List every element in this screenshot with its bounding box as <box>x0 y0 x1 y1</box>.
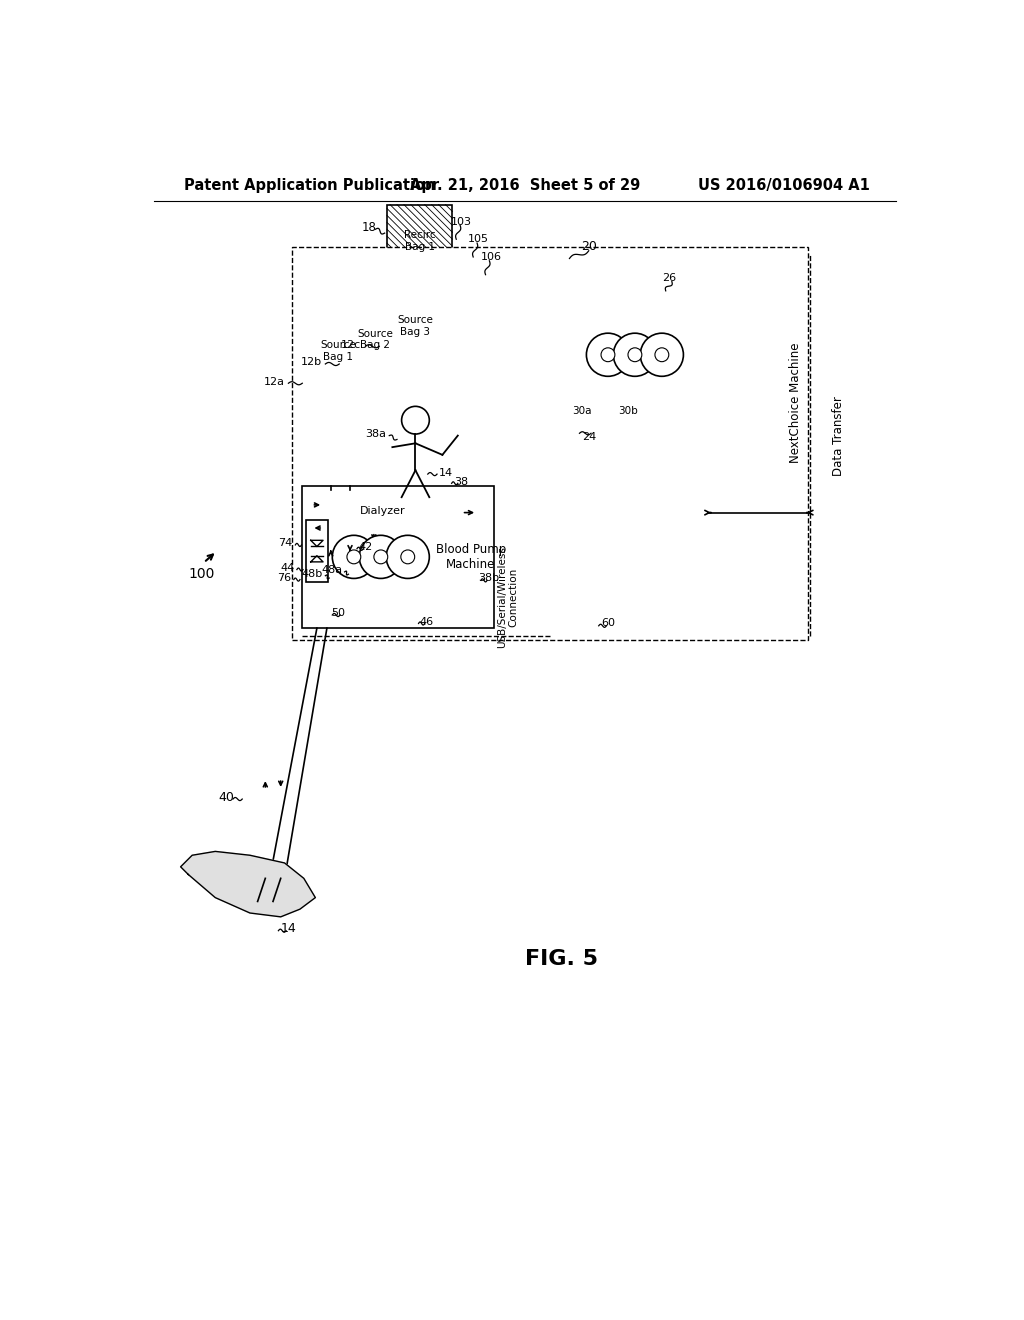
Text: 76: 76 <box>276 573 291 583</box>
Text: 44: 44 <box>281 564 295 573</box>
Text: Source
Bag 1: Source Bag 1 <box>321 341 356 362</box>
Text: Recirc
Bag 1: Recirc Bag 1 <box>403 231 435 252</box>
Circle shape <box>374 550 388 564</box>
Circle shape <box>400 550 415 564</box>
Circle shape <box>359 536 402 578</box>
Text: Apr. 21, 2016  Sheet 5 of 29: Apr. 21, 2016 Sheet 5 of 29 <box>410 178 640 193</box>
Bar <box>345 289 407 389</box>
Text: 38: 38 <box>455 477 469 487</box>
Text: 74: 74 <box>278 539 292 548</box>
Circle shape <box>601 348 614 362</box>
Text: Dialyzer: Dialyzer <box>360 506 406 516</box>
Text: 42: 42 <box>358 543 373 552</box>
Text: 30a: 30a <box>572 407 592 416</box>
Bar <box>387 205 453 277</box>
Text: FIG. 5: FIG. 5 <box>525 949 598 969</box>
Text: 48a: 48a <box>322 565 342 576</box>
Text: 100: 100 <box>188 568 215 581</box>
Bar <box>451 267 497 321</box>
Text: Source
Bag 3: Source Bag 3 <box>397 315 433 337</box>
Text: 24: 24 <box>583 432 597 442</box>
Text: 18: 18 <box>361 222 377 234</box>
Bar <box>292 247 808 640</box>
Text: 105: 105 <box>468 234 489 244</box>
Bar <box>301 486 494 628</box>
Bar <box>559 267 689 389</box>
Bar <box>307 297 370 405</box>
Circle shape <box>613 333 656 376</box>
Text: 26: 26 <box>663 273 677 282</box>
Bar <box>605 393 651 428</box>
Text: 60: 60 <box>601 619 615 628</box>
Text: 14: 14 <box>281 921 296 935</box>
Text: 30b: 30b <box>618 407 638 416</box>
Text: 40: 40 <box>219 791 234 804</box>
Circle shape <box>333 536 376 578</box>
Text: 46: 46 <box>419 616 433 627</box>
Circle shape <box>628 348 642 362</box>
Circle shape <box>386 536 429 578</box>
Text: 48b: 48b <box>302 569 323 579</box>
Circle shape <box>640 333 683 376</box>
Circle shape <box>587 333 630 376</box>
Text: 38a: 38a <box>366 429 386 440</box>
Text: 50: 50 <box>332 607 345 618</box>
Bar <box>550 255 804 552</box>
Circle shape <box>655 348 669 362</box>
Text: 106: 106 <box>480 252 502 261</box>
Bar <box>559 267 689 297</box>
Text: NextChoice Machine: NextChoice Machine <box>788 343 802 463</box>
Circle shape <box>401 407 429 434</box>
Text: 103: 103 <box>452 216 472 227</box>
Bar <box>306 520 328 582</box>
Text: 14: 14 <box>438 467 453 478</box>
Text: Blood Pump
Machine: Blood Pump Machine <box>436 543 506 570</box>
Text: 38b: 38b <box>478 573 499 583</box>
Text: USB/Serial/Wireless
Connection: USB/Serial/Wireless Connection <box>497 546 519 648</box>
Text: 12a: 12a <box>263 376 285 387</box>
Bar <box>345 490 422 540</box>
Text: 20: 20 <box>582 240 597 253</box>
Bar <box>385 281 446 370</box>
Text: Data Transfer: Data Transfer <box>833 396 846 475</box>
Text: 12c: 12c <box>341 339 361 350</box>
Text: Source
Bag 2: Source Bag 2 <box>357 329 393 350</box>
Polygon shape <box>180 851 315 917</box>
Bar <box>304 259 497 412</box>
Circle shape <box>347 550 360 564</box>
Text: US 2016/0106904 A1: US 2016/0106904 A1 <box>698 178 869 193</box>
Bar <box>559 393 605 428</box>
Text: 12b: 12b <box>300 358 322 367</box>
Text: Patent Application Publication: Patent Application Publication <box>184 178 436 193</box>
